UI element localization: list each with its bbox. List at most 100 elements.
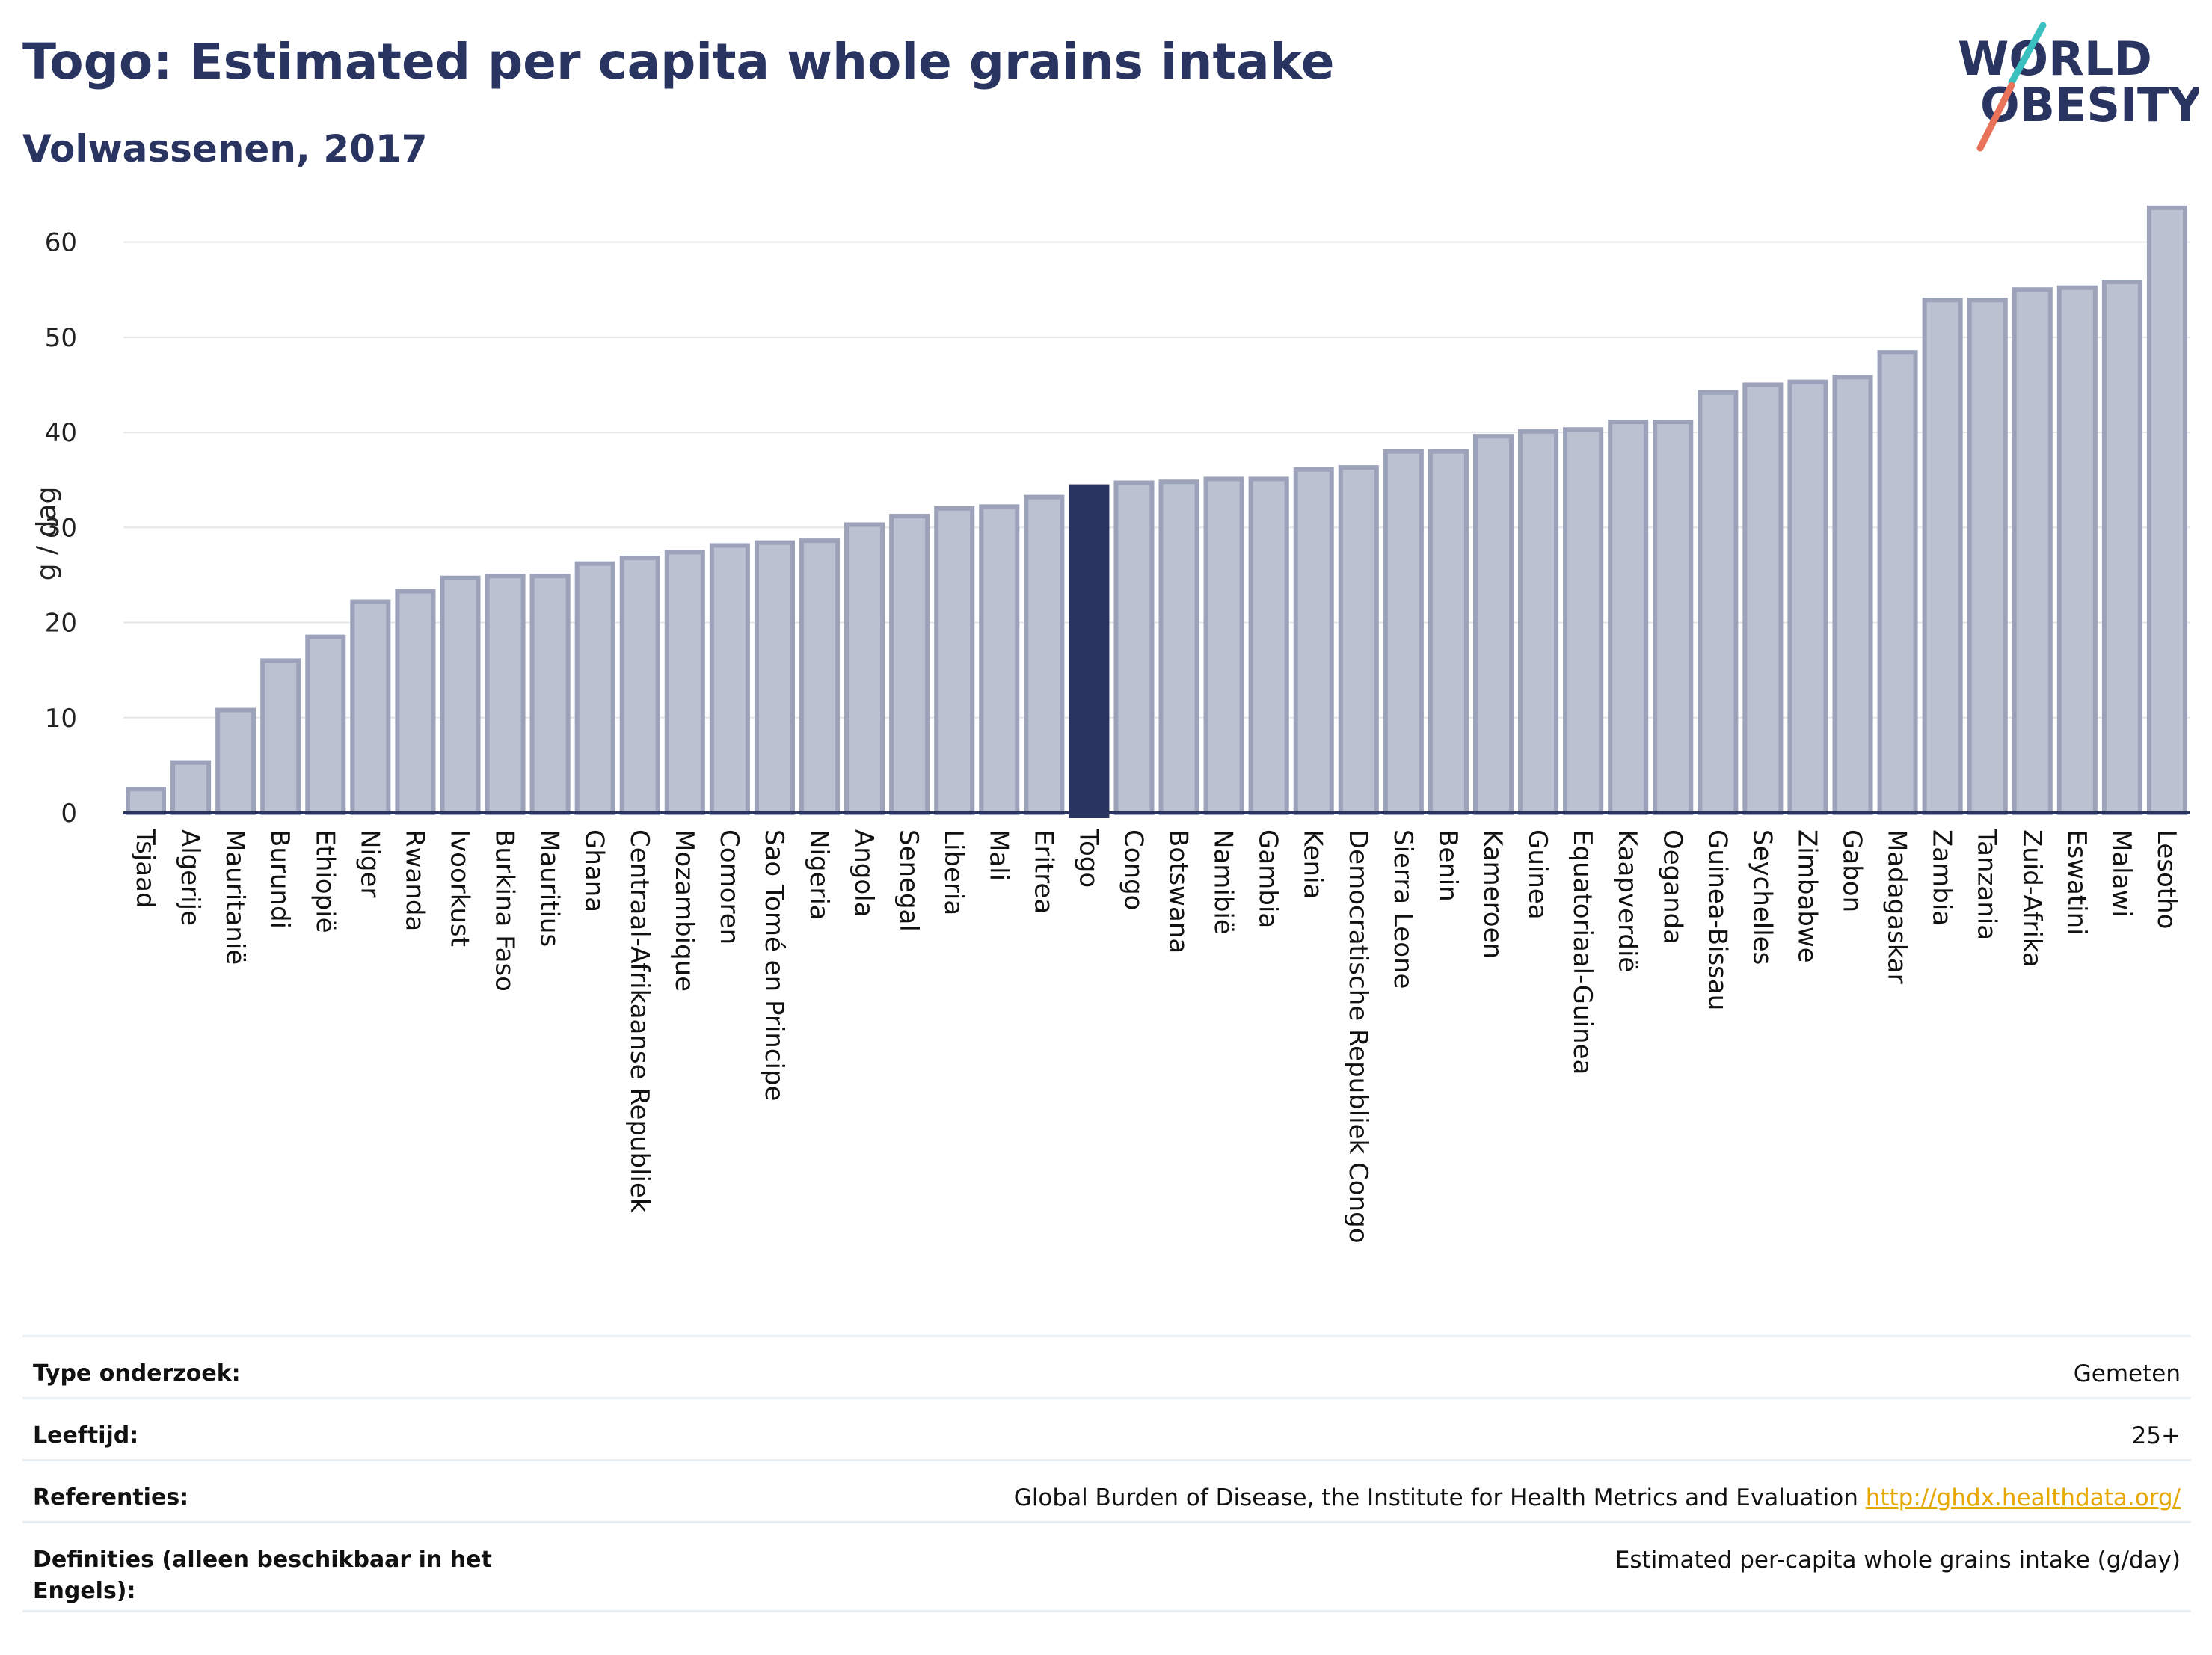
bar <box>215 707 256 815</box>
x-tick-label: Tsjaad <box>130 829 160 909</box>
logo-text-obesity: OBESITY <box>1980 78 2199 132</box>
world-obesity-logo: WORLD OBESITY <box>1958 22 2199 152</box>
bar <box>2056 285 2098 815</box>
x-tick-label: Benin <box>1433 829 1463 902</box>
logo-slash-teal <box>2008 22 2047 86</box>
bar <box>1922 298 1963 816</box>
x-tick-label: Sao Tomé en Principe <box>759 829 789 1101</box>
x-tick-label: Eswatini <box>2062 829 2092 936</box>
bar <box>1428 449 1469 815</box>
x-tick-label: Kaapverdië <box>1612 829 1642 972</box>
bar <box>440 575 481 815</box>
y-tick-label: 50 <box>45 323 77 353</box>
x-tick-label: Mauritius <box>535 829 565 947</box>
bar-chart: 0 10 20 30 40 50 60 g / dag Tsjaad Algerije Maurit… <box>31 205 2190 1244</box>
x-tick-label: Guinea <box>1523 829 1552 920</box>
x-tick-label: Sierra Leone <box>1388 829 1418 989</box>
reference-link[interactable]: http://ghdx.healthdata.org/ <box>1865 1484 2181 1511</box>
bar <box>2012 287 2053 815</box>
x-tick-label: Togo <box>1073 829 1103 888</box>
x-tick-label: Seychelles <box>1747 829 1777 965</box>
bar <box>1742 382 1784 815</box>
x-tick-label: Zambia <box>1927 829 1957 926</box>
meta-row-survey-type: Type onderzoek: Gemeten <box>22 1335 2191 1397</box>
x-tick-label: Tanzania <box>1972 829 2002 940</box>
x-tick-label: Mali <box>983 829 1013 881</box>
x-tick-label: Liberia <box>938 829 968 915</box>
meta-row-age: Leeftijd: 25+ <box>22 1397 2191 1459</box>
x-tick-label: Niger <box>354 829 384 897</box>
x-tick-label: Mozambique <box>669 829 699 992</box>
bar <box>1113 480 1155 815</box>
x-tick-label: Madagaskar <box>1882 829 1912 984</box>
y-axis-label: g / dag <box>31 487 62 581</box>
bar <box>1203 476 1244 815</box>
x-tick-label: Ivoorkust <box>444 829 474 947</box>
y-tick-label: 30 <box>45 513 77 543</box>
x-tick-label: Senegal <box>894 829 924 932</box>
reference-text: Global Burden of Disease, the Institute … <box>1013 1484 1858 1511</box>
x-tick-label: Gabon <box>1837 829 1867 912</box>
x-tick-label: Nigeria <box>804 829 834 921</box>
bar <box>709 543 750 816</box>
metadata-table: Type onderzoek: Gemeten Leeftijd: 25+ Re… <box>22 1335 2191 1612</box>
bar <box>619 556 660 815</box>
bar <box>305 634 346 815</box>
x-tick-label: Rwanda <box>399 829 429 931</box>
bar <box>395 589 436 815</box>
bar <box>126 787 167 815</box>
logo-text-world: WORLD <box>1958 31 2152 86</box>
logo-slash-coral <box>1976 82 2015 152</box>
bar-highlight <box>1069 484 1110 818</box>
x-tick-label: Malawi <box>2107 829 2136 918</box>
bar <box>574 561 615 815</box>
x-tick-label: Eritrea <box>1028 829 1058 914</box>
bar <box>1293 467 1334 815</box>
bar <box>260 658 301 816</box>
bar <box>979 504 1020 815</box>
bar <box>1518 429 1559 815</box>
bar <box>1967 298 2008 816</box>
bar <box>844 522 885 815</box>
x-tick-label: Oeganda <box>1657 829 1687 945</box>
x-tick-label: Comoren <box>714 829 744 945</box>
bar <box>754 540 795 815</box>
x-tick-label: Equatoriaal-Guinea <box>1567 829 1597 1075</box>
x-tick-label: Centraal-Afrikaanse Republiek <box>624 829 654 1213</box>
meta-row-references: Referenties: Global Burden of Disease, t… <box>22 1459 2191 1521</box>
bar <box>799 538 841 815</box>
bar <box>1338 465 1379 815</box>
bar <box>2146 205 2187 815</box>
x-tick-label: Burkina Faso <box>490 829 520 992</box>
x-tick-label: Namibië <box>1208 829 1238 935</box>
meta-value: Global Burden of Disease, the Institute … <box>1014 1482 2181 1514</box>
y-tick-label: 0 <box>61 799 77 829</box>
bar <box>1158 479 1199 816</box>
x-tick-label: Lesotho <box>2151 829 2181 929</box>
bar <box>1383 449 1424 815</box>
x-tick-label: Ethiopië <box>310 829 340 933</box>
bar <box>1608 420 1649 815</box>
y-tick-label: 40 <box>45 418 77 448</box>
meta-label: Type onderzoek: <box>33 1360 241 1387</box>
bar <box>664 550 705 815</box>
meta-value: Gemeten <box>2073 1360 2181 1387</box>
x-tick-label: Ghana <box>580 829 609 912</box>
bar <box>350 599 391 815</box>
bar <box>485 574 526 815</box>
x-tick-label: Zimbabwe <box>1792 829 1822 963</box>
bar <box>1653 420 1694 815</box>
x-tick-label: Algerije <box>175 829 205 926</box>
bar <box>2101 280 2142 815</box>
x-tick-label: Congo <box>1118 829 1148 910</box>
bar <box>1877 350 1918 815</box>
x-tick-label: Zuid-Afrika <box>2017 829 2047 968</box>
bar <box>1472 434 1514 815</box>
bar <box>1698 390 1739 815</box>
bar <box>170 760 212 815</box>
meta-label: Leeftijd: <box>33 1422 139 1449</box>
bar <box>934 506 975 815</box>
bar <box>1787 379 1828 816</box>
bar <box>1248 476 1289 815</box>
chart-subtitle: Volwassenen, 2017 <box>22 127 428 171</box>
